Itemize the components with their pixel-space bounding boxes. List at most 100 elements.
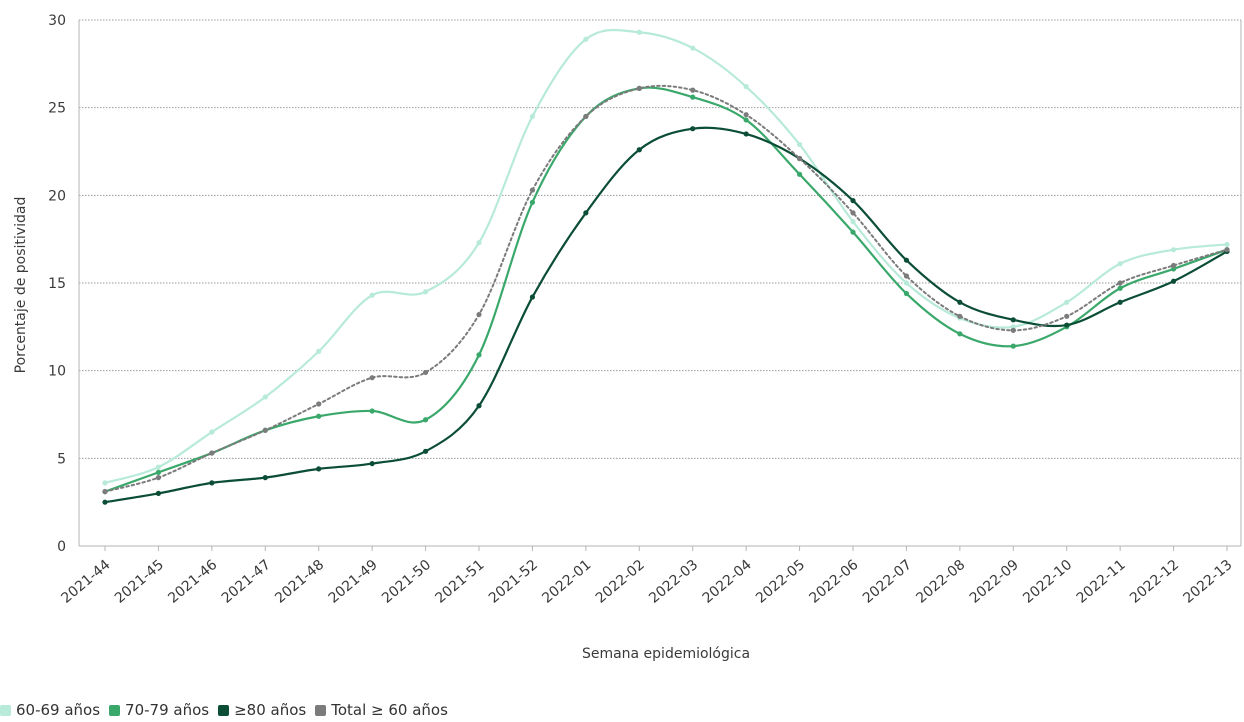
data-point [102,499,108,505]
data-point [1170,247,1177,253]
data-point [422,417,429,423]
legend-item[interactable]: 70-79 años [109,701,209,719]
legend-item[interactable]: 60-69 años [0,701,100,719]
data-point [1064,313,1070,319]
data-point [1117,261,1123,267]
legend-swatch [315,704,327,716]
data-point [316,413,322,419]
y-tick-label: 30 [48,13,66,29]
data-point [1224,247,1230,253]
data-point [796,141,803,148]
data-point [583,113,589,120]
data-point [1064,299,1070,305]
data-point [850,197,856,204]
data-point [529,199,536,205]
series-lines [102,28,1230,505]
y-tick-label: 20 [48,188,66,204]
y-tick-label: 15 [48,276,66,292]
x-tick-label: 2021-44 [58,557,113,607]
x-axis-title: Semana epidemiológica [582,646,750,662]
data-point [850,229,856,235]
y-axis-title: Porcentaje de positividad [13,197,29,374]
x-axis-ticks: 2021-442021-452021-462021-472021-482021-… [58,546,1236,607]
y-tick-label: 10 [48,364,66,380]
data-point [262,475,268,481]
data-point [316,348,322,354]
series-1 [102,28,1230,486]
data-point [1170,278,1177,284]
legend-swatch [218,704,230,716]
x-tick-label: 2022-05 [753,557,808,607]
x-tick-label: 2022-10 [1020,557,1075,607]
data-point [369,460,375,467]
y-axis-ticks: 0 5 10 15 20 25 30 [48,13,66,555]
data-point [316,401,322,407]
series-4 [102,84,1230,495]
data-point [369,375,375,381]
data-point [796,155,803,162]
data-point [476,240,482,246]
data-point [1010,317,1016,323]
x-tick-label: 2022-02 [593,557,648,607]
x-tick-label: 2021-48 [272,557,327,607]
data-point [422,289,429,295]
data-point [903,290,910,297]
y-tick-label: 0 [57,539,66,555]
data-point [262,427,268,433]
data-point [636,85,642,91]
y-tick-label: 5 [57,451,66,467]
data-point [316,466,322,472]
data-point [903,257,910,263]
data-point [743,117,749,123]
legend-label: Total ≥ 60 años [331,701,448,719]
data-point [1117,280,1123,286]
series-line [103,86,1229,493]
legend-item[interactable]: ≥80 años [218,701,306,719]
x-tick-label: 2022-08 [913,557,968,607]
x-tick-label: 2022-04 [700,557,755,607]
data-point [583,210,589,216]
data-point [957,313,963,319]
data-point [1224,241,1230,248]
x-tick-label: 2022-03 [646,557,701,607]
x-tick-label: 2022-06 [806,557,861,607]
series-line [103,28,1229,484]
x-tick-label: 2021-50 [379,557,434,607]
x-tick-label: 2021-52 [486,557,541,607]
data-point [743,131,749,137]
x-tick-label: 2021-46 [165,557,220,607]
data-point [529,187,536,193]
data-point [476,352,482,358]
series-3 [102,126,1230,505]
data-point [743,84,749,90]
data-point [155,464,162,470]
data-point [476,311,482,318]
legend-label: 70-79 años [125,701,210,719]
data-point [369,408,375,414]
data-point [476,403,482,409]
grid-lines [78,19,1242,547]
legend-swatch [0,704,11,716]
data-point [583,36,589,42]
series-line [104,84,1228,493]
data-point [796,171,803,177]
data-point [1064,322,1070,328]
data-point [369,292,375,298]
series-line [103,126,1229,504]
x-tick-label: 2021-45 [112,557,167,607]
data-point [690,126,696,132]
legend-item[interactable]: Total ≥ 60 años [315,701,448,719]
data-point [957,299,963,305]
data-point [743,112,749,118]
data-point [529,113,536,120]
legend: 60-69 años 70-79 años ≥80 años Total ≥ 60 a… [0,698,457,722]
legend-swatch [109,704,121,716]
data-point [957,331,963,337]
data-point [1117,285,1123,291]
data-point [903,273,910,279]
data-point [262,394,268,400]
series-2 [102,85,1230,495]
data-point [1010,327,1016,333]
data-point [209,480,215,486]
